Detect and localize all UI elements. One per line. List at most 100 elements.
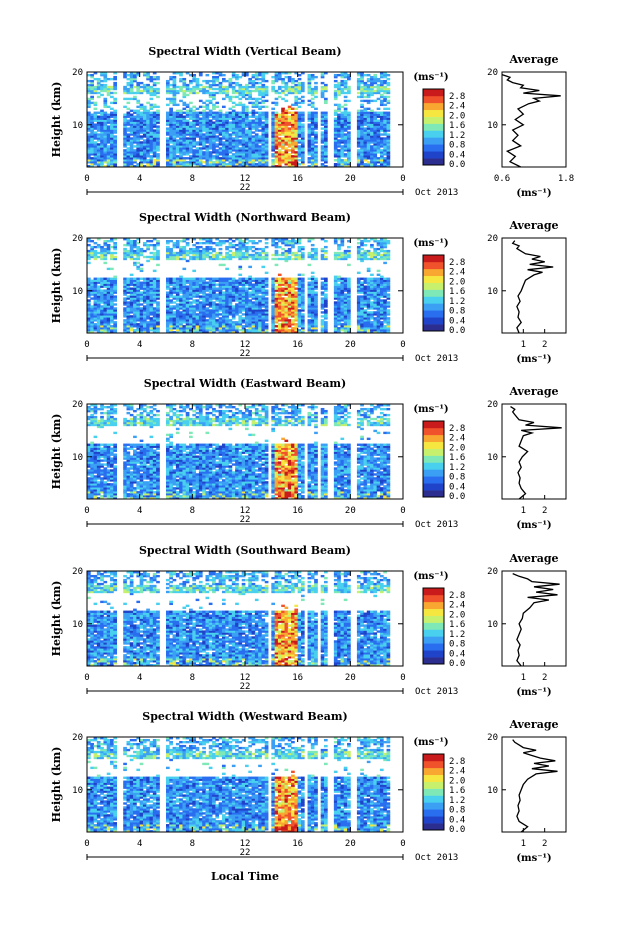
- heatmap-cell: [228, 121, 233, 124]
- heatmap-cell: [205, 325, 210, 328]
- heatmap-cell: [238, 281, 243, 284]
- heatmap-cell: [169, 113, 173, 116]
- heatmap-cell: [228, 155, 233, 158]
- heatmap-cell: [379, 141, 384, 144]
- heatmap-cell: [218, 131, 223, 134]
- heatmap-cell: [113, 157, 118, 160]
- heatmap-cell: [235, 127, 239, 130]
- heatmap-cell: [291, 151, 295, 154]
- heatmap-cell: [198, 329, 203, 332]
- heatmap-cell: [182, 145, 187, 148]
- heatmap-cell: [133, 261, 137, 265]
- heatmap-cell: [363, 157, 368, 160]
- heatmap-cell: [337, 103, 341, 107]
- heatmap-cell: [360, 159, 364, 162]
- heatmap-cell: [169, 239, 173, 243]
- heatmap-cell: [215, 119, 220, 122]
- heatmap-cell: [113, 245, 118, 249]
- heatmap-cell: [175, 317, 180, 320]
- heatmap-cell: [106, 129, 111, 132]
- heatmap-cell: [182, 281, 187, 284]
- heatmap-cell: [136, 327, 141, 330]
- heatmap-cell: [376, 83, 381, 87]
- heatmap-cell: [245, 283, 249, 286]
- heatmap-cell: [277, 119, 282, 122]
- heatmap-cell: [195, 293, 200, 296]
- heatmap-cell: [103, 123, 108, 126]
- heatmap-cell: [198, 111, 203, 114]
- heatmap-cell: [152, 129, 157, 132]
- heatmap-cell: [149, 135, 154, 138]
- heatmap-cell: [310, 113, 315, 116]
- heatmap-cell: [133, 72, 137, 75]
- heatmap-cell: [129, 325, 134, 328]
- heatmap-cell: [110, 257, 114, 261]
- heatmap-cell: [205, 313, 210, 316]
- heatmap-cell: [258, 161, 262, 164]
- heatmap-cell: [356, 77, 361, 81]
- heatmap-cell: [287, 297, 292, 300]
- heatmap-cell: [300, 157, 305, 160]
- heatmap-cell: [202, 145, 206, 148]
- heatmap-cell: [379, 99, 384, 103]
- heatmap-cell: [294, 131, 299, 134]
- heatmap-cell: [238, 255, 243, 259]
- heatmap-cell: [212, 163, 216, 166]
- heatmap-cell: [245, 323, 249, 326]
- heatmap-cell: [231, 239, 236, 243]
- heatmap-cell: [258, 297, 262, 300]
- heatmap-cell: [221, 119, 226, 122]
- heatmap-cell: [386, 137, 391, 140]
- heatmap-cell: [370, 159, 374, 162]
- heatmap-cell: [149, 317, 154, 320]
- heatmap-cell: [179, 159, 183, 162]
- heatmap-cell: [129, 161, 134, 164]
- heatmap-cell: [212, 307, 216, 310]
- heatmap-cell: [235, 135, 239, 138]
- heatmap-cell: [238, 103, 243, 107]
- heatmap-cell: [146, 145, 150, 148]
- heatmap-cell: [139, 111, 144, 114]
- heatmap-cell: [205, 329, 210, 332]
- heatmap-cell: [383, 143, 387, 146]
- heatmap-cell: [248, 115, 252, 118]
- heatmap-cell: [185, 147, 190, 150]
- heatmap-cell: [221, 285, 226, 288]
- heatmap-cell: [93, 329, 98, 332]
- heatmap-cell: [363, 119, 368, 122]
- colorbar-tick-label: 2.4: [449, 102, 465, 112]
- heatmap-cell: [294, 165, 299, 168]
- heatmap-cell: [106, 289, 111, 292]
- heatmap-cell: [225, 111, 229, 114]
- heatmap-cell: [228, 151, 233, 154]
- heatmap-cell: [172, 297, 177, 300]
- heatmap-cell: [379, 93, 384, 97]
- heatmap-cell: [324, 87, 328, 91]
- heatmap-cell: [202, 331, 206, 334]
- heatmap-cell: [133, 281, 137, 284]
- heatmap-cell: [185, 303, 190, 306]
- heatmap-cell: [218, 279, 223, 282]
- heatmap-cell: [287, 145, 292, 148]
- heatmap-cell: [356, 133, 361, 136]
- heatmap-cell: [297, 131, 302, 134]
- heatmap-cell: [363, 81, 368, 85]
- heatmap-cell: [281, 143, 285, 146]
- heatmap-cell: [126, 113, 131, 116]
- heatmap-cell: [324, 123, 328, 126]
- heatmap-cell: [228, 139, 233, 142]
- heatmap-cell: [231, 157, 236, 160]
- heatmap-cell: [103, 117, 108, 120]
- heatmap-cell: [87, 325, 91, 328]
- heatmap-cell: [340, 115, 345, 118]
- heatmap-cell: [284, 141, 289, 144]
- heatmap-cell: [320, 139, 325, 142]
- heatmap-cell: [264, 289, 269, 292]
- heatmap-cell: [96, 149, 101, 152]
- heatmap-cell: [218, 89, 223, 93]
- heatmap-cell: [218, 309, 223, 312]
- heatmap-cell: [366, 107, 371, 111]
- heatmap-cell: [291, 121, 295, 124]
- heatmap-cell: [360, 89, 364, 93]
- heatmap-cell: [340, 141, 345, 144]
